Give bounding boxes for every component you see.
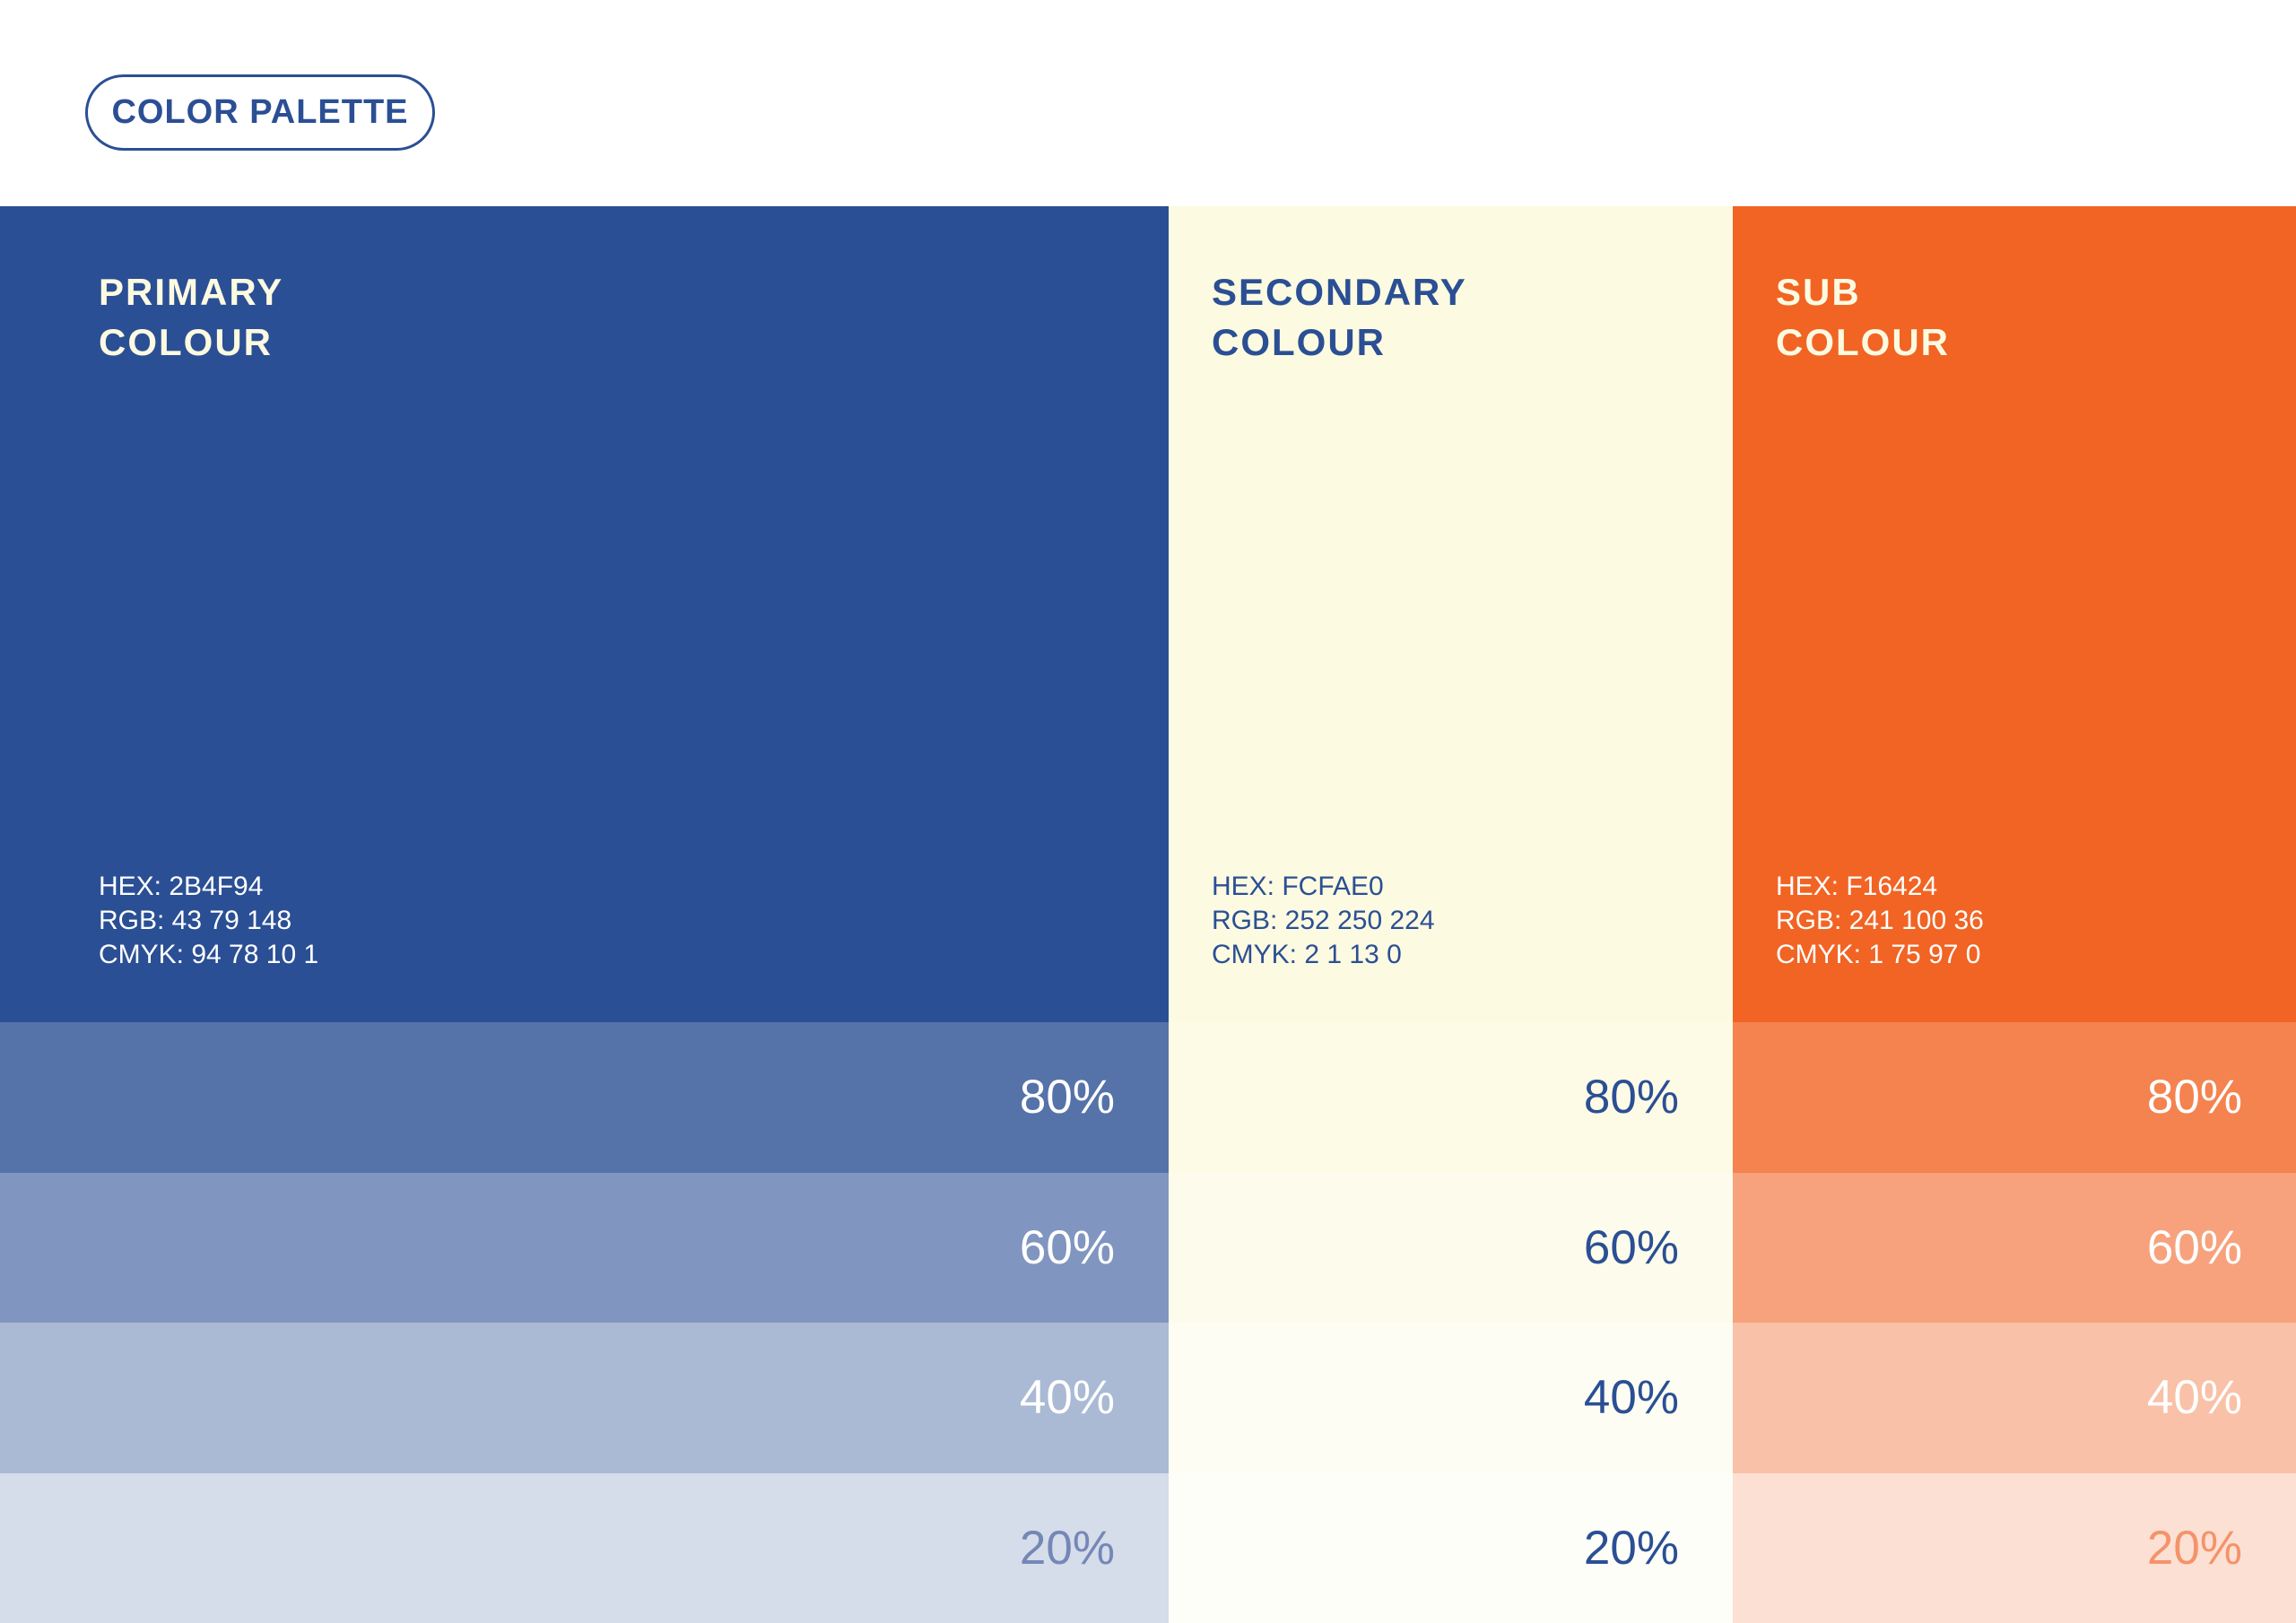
sub-tint-80-label: 80% [2146, 1071, 2242, 1124]
primary-tint-40-label: 40% [1019, 1371, 1115, 1425]
sub-colour-swatch: SUB COLOUR HEX: F16424 RGB: 241 100 36 C… [1733, 206, 2296, 1022]
primary-hex-value: HEX: 2B4F94 [99, 872, 264, 901]
sub-tint-20-label: 20% [2146, 1521, 2242, 1575]
secondary-colour-column: SECONDARY COLOUR HEX: FCFAE0 RGB: 252 25… [1169, 206, 1733, 1623]
primary-colour-title: PRIMARY COLOUR [99, 271, 284, 363]
sub-tint-20: 20% [1733, 1472, 2296, 1623]
secondary-colour-swatch: SECONDARY COLOUR HEX: FCFAE0 RGB: 252 25… [1169, 206, 1733, 1022]
secondary-colour-values: HEX: FCFAE0 RGB: 252 250 224 CMYK: 2 1 1… [1212, 870, 1435, 972]
sub-tint-40-label: 40% [2146, 1371, 2242, 1425]
primary-tint-20: 20% [0, 1472, 1169, 1623]
secondary-hex-value: HEX: FCFAE0 [1212, 872, 1384, 901]
primary-cmyk-value: CMYK: 94 78 10 1 [99, 940, 319, 969]
color-palette-badge: COLOR PALETTE [85, 74, 435, 151]
primary-tint-80: 80% [0, 1022, 1169, 1173]
sub-tint-60-label: 60% [2146, 1220, 2242, 1274]
primary-colour-column: PRIMARY COLOUR HEX: 2B4F94 RGB: 43 79 14… [0, 206, 1169, 1623]
palette-grid: PRIMARY COLOUR HEX: 2B4F94 RGB: 43 79 14… [0, 206, 2296, 1623]
primary-colour-values: HEX: 2B4F94 RGB: 43 79 148 CMYK: 94 78 1… [99, 870, 318, 972]
primary-tint-80-label: 80% [1019, 1071, 1115, 1124]
color-palette-badge-label: COLOR PALETTE [111, 93, 409, 131]
primary-rgb-value: RGB: 43 79 148 [99, 906, 292, 935]
primary-tint-60-label: 60% [1019, 1220, 1115, 1274]
secondary-tint-80-label: 80% [1583, 1071, 1679, 1124]
primary-tint-20-label: 20% [1019, 1521, 1115, 1575]
primary-tint-40: 40% [0, 1323, 1169, 1473]
secondary-cmyk-value: CMYK: 2 1 13 0 [1212, 940, 1402, 969]
secondary-tint-20-label: 20% [1583, 1521, 1679, 1575]
secondary-rgb-value: RGB: 252 250 224 [1212, 906, 1435, 935]
secondary-colour-title: SECONDARY COLOUR [1212, 271, 1467, 363]
primary-tint-60: 60% [0, 1172, 1169, 1323]
sub-colour-values: HEX: F16424 RGB: 241 100 36 CMYK: 1 75 9… [1776, 870, 1984, 972]
sub-hex-value: HEX: F16424 [1776, 872, 1938, 901]
sub-tint-60: 60% [1733, 1172, 2296, 1323]
sub-rgb-value: RGB: 241 100 36 [1776, 906, 1984, 935]
sub-tint-80: 80% [1733, 1022, 2296, 1173]
sub-cmyk-value: CMYK: 1 75 97 0 [1776, 940, 1981, 969]
secondary-tint-80: 80% [1169, 1022, 1733, 1173]
secondary-tint-60: 60% [1169, 1172, 1733, 1323]
secondary-tint-40-label: 40% [1583, 1371, 1679, 1425]
secondary-tint-20: 20% [1169, 1472, 1733, 1623]
sub-colour-title: SUB COLOUR [1776, 271, 1950, 363]
secondary-tint-60-label: 60% [1583, 1220, 1679, 1274]
sub-colour-column: SUB COLOUR HEX: F16424 RGB: 241 100 36 C… [1733, 206, 2296, 1623]
sub-tint-40: 40% [1733, 1323, 2296, 1473]
secondary-tint-40: 40% [1169, 1323, 1733, 1473]
primary-colour-swatch: PRIMARY COLOUR HEX: 2B4F94 RGB: 43 79 14… [0, 206, 1169, 1022]
